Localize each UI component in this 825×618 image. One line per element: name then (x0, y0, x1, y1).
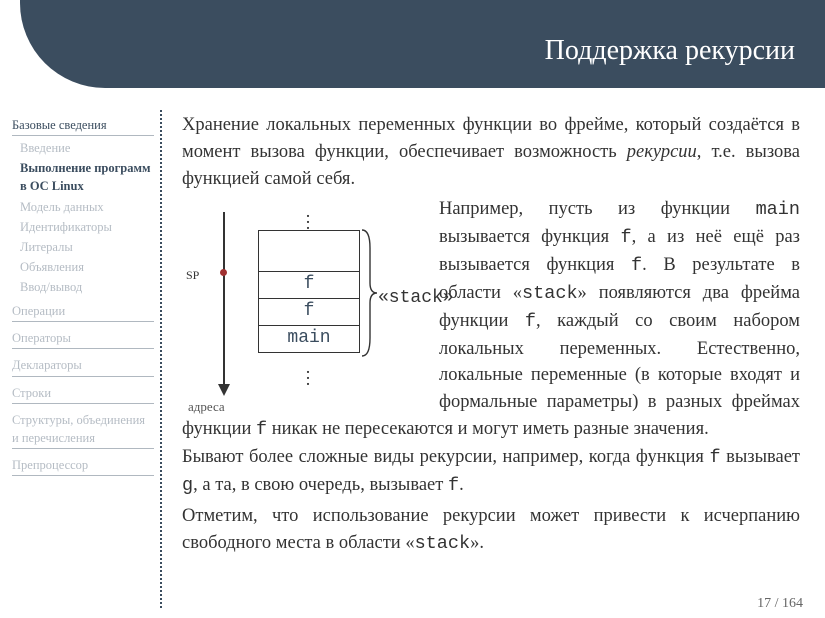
figure-and-text-wrap: SP ... f f main ... «stac (182, 196, 800, 443)
slide-root: Поддержка рекурсии Базовые сведения Введ… (0, 0, 825, 618)
nav-sub-identifiers[interactable]: Идентифи­каторы (12, 218, 154, 236)
p3-text-b: вызывает (721, 447, 800, 467)
vdots-bottom-icon: ... (268, 364, 348, 382)
addr-axis-label: адреса (188, 398, 225, 417)
page-current: 17 (757, 596, 771, 611)
nav-sub-datamodel[interactable]: Модель данных (12, 198, 154, 216)
slide-header: Поддержка рекурсии (20, 0, 825, 88)
p3-text-a: Бывают более сложные виды рекурсии, напр… (182, 447, 709, 467)
sp-dot-icon (220, 269, 227, 276)
sidebar-nav: Базовые сведения Введение Выполнение про… (0, 88, 160, 618)
nav-section-declarators[interactable]: Деклараторы (12, 356, 154, 380)
nav-section-title-structs: Структуры, объединения и перечисления (12, 411, 154, 449)
page-sep: / (771, 596, 782, 611)
main-content: Хранение локальных переменных функции во… (162, 88, 825, 618)
p2-mono-f-4: f (256, 419, 267, 440)
slide-title: Поддержка рекурсии (545, 21, 795, 67)
brace-icon (360, 228, 378, 358)
axis-arrowhead-icon (218, 384, 230, 396)
nav-sub-intro[interactable]: Введение (12, 139, 154, 157)
nav-sub-declarations[interactable]: Объявления (12, 258, 154, 276)
slide-body: Базовые сведения Введение Выполнение про… (0, 88, 825, 618)
nav-section-title-declarators: Деклараторы (12, 356, 154, 376)
p3-text-c: , а та, в свою очередь, вызывает (193, 475, 448, 495)
p1-italic-recursion: рекурсии (627, 142, 697, 162)
sp-label: SP (186, 267, 199, 284)
nav-section-ops[interactable]: Операции (12, 302, 154, 326)
frame-f-top: f (258, 271, 360, 298)
nav-sub-literals[interactable]: Литералы (12, 238, 154, 256)
p2-mono-stack: stack (522, 283, 578, 304)
nav-section-title-basics: Базовые сведения (12, 116, 154, 136)
paragraph-3: Бывают более сложные виды рекурсии, напр… (182, 444, 800, 500)
p3-mono-f2: f (448, 475, 459, 496)
p2-mono-main: main (756, 199, 800, 220)
p3-mono-g: g (182, 475, 193, 496)
p2-mono-f-2: f (631, 255, 642, 276)
p2-text-h: никак не пересекаются и могут иметь разн… (267, 419, 709, 439)
p2-mono-f-1: f (620, 227, 631, 248)
p4-text-b: ». (470, 533, 484, 553)
stack-figure: SP ... f f main ... «stac (182, 200, 427, 410)
nav-sub-io[interactable]: Ввод/вывод (12, 278, 154, 296)
nav-section-title-operators: Операторы (12, 329, 154, 349)
p2-mono-f-3: f (525, 311, 536, 332)
frame-main: main (258, 325, 360, 353)
p4-mono-stack: stack (415, 533, 471, 554)
nav-section-title-strings: Строки (12, 384, 154, 404)
nav-section-strings[interactable]: Строки (12, 384, 154, 408)
nav-section-title-preproc: Препроцессор (12, 456, 154, 476)
p2-text-a: Например, пусть из функции (439, 199, 756, 219)
p3-mono-f: f (709, 447, 720, 468)
page-counter: 17 / 164 (757, 596, 803, 612)
p4-text-a: Отметим, что использование рекурсии може… (182, 506, 800, 553)
nav-section-title-ops: Операции (12, 302, 154, 322)
frame-empty (258, 230, 360, 271)
axis-line (223, 212, 225, 388)
p3-text-d: . (459, 475, 464, 495)
vdots-top-icon: ... (268, 208, 348, 226)
nav-sub-execution[interactable]: Выполнение программ в OC Linux (12, 159, 154, 195)
nav-section-structs[interactable]: Структуры, объединения и перечисления (12, 411, 154, 453)
paragraph-1: Хранение локальных переменных функции во… (182, 112, 800, 192)
page-total: 164 (782, 596, 803, 611)
frame-f-bottom: f (258, 298, 360, 325)
paragraph-4: Отметим, что использование рекурсии може… (182, 503, 800, 558)
nav-section-basics[interactable]: Базовые сведения Введение Выполнение про… (12, 116, 154, 299)
p2-text-b: вызывается функция (439, 227, 620, 247)
nav-section-preproc[interactable]: Препроцессор (12, 456, 154, 480)
nav-section-operators[interactable]: Операторы (12, 329, 154, 353)
stack-brace-label: «stack» (378, 285, 454, 311)
